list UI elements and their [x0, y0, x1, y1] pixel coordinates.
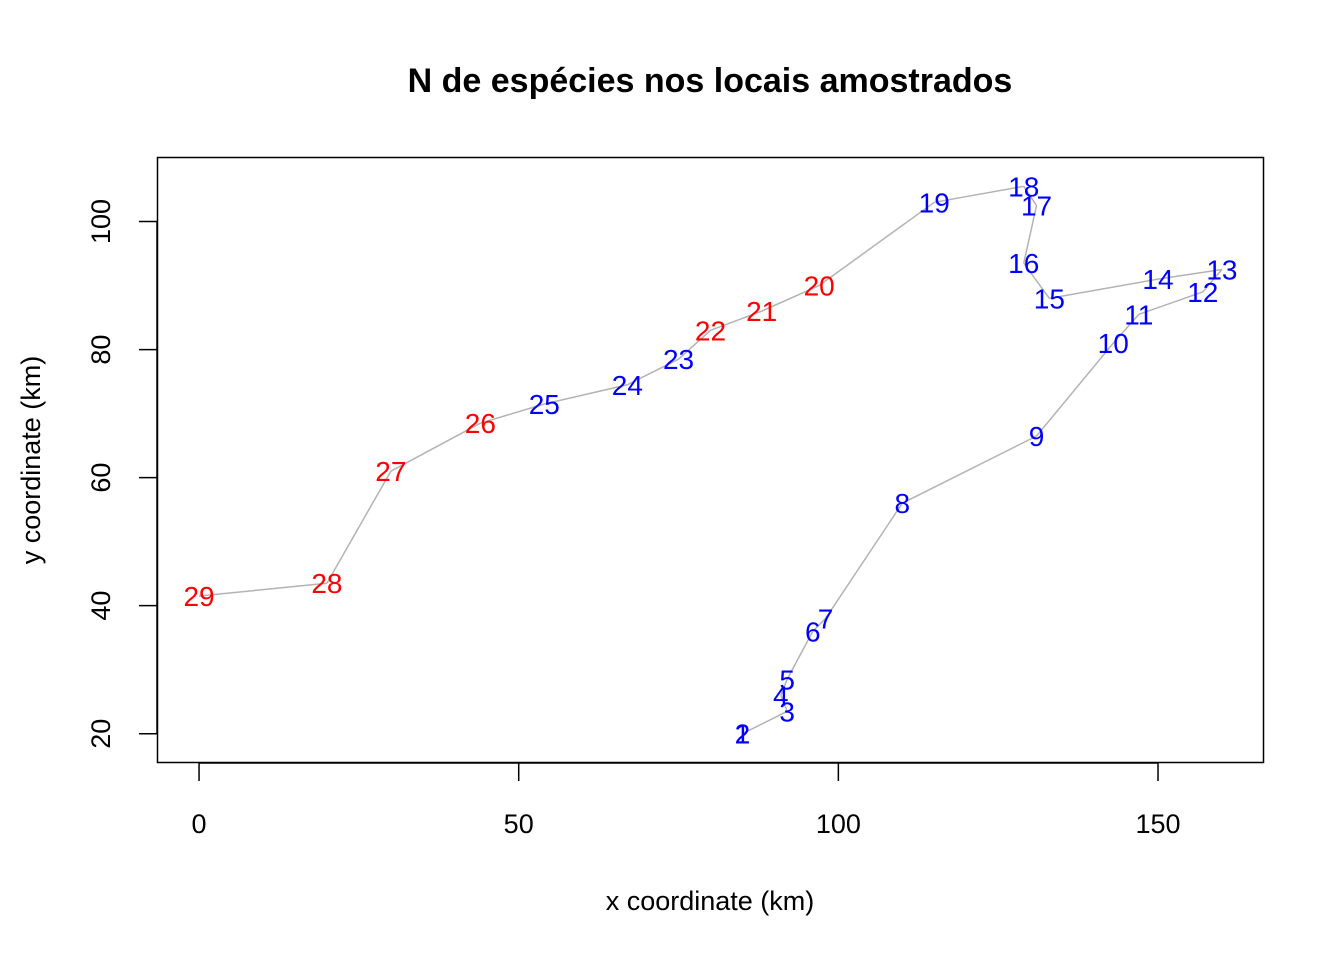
point-label: 13 [1206, 255, 1237, 286]
point-label: 11 [1124, 299, 1153, 330]
point-label: 24 [612, 370, 643, 401]
path-segment [1112, 313, 1140, 344]
point-label: 15 [1034, 283, 1065, 314]
x-tick-label: 150 [1135, 809, 1180, 839]
path-segment [710, 310, 762, 332]
path-segment [1202, 269, 1223, 293]
path-segment [1138, 291, 1204, 316]
y-tick-label: 80 [86, 335, 116, 365]
y-tick-label: 100 [86, 199, 116, 244]
point-label: 29 [183, 581, 214, 612]
point-label: 22 [695, 315, 726, 346]
path-segment [824, 502, 903, 619]
point-label: 19 [919, 187, 950, 218]
path-segment [761, 284, 820, 312]
point-label: 10 [1098, 328, 1129, 359]
path-segment [1023, 262, 1050, 299]
point-label: 5 [779, 664, 795, 695]
x-axis-label: x coordinate (km) [606, 886, 815, 916]
path-segment [1023, 185, 1038, 206]
point-label: 9 [1029, 421, 1045, 452]
point-label: 2 [735, 719, 751, 750]
point-label: 26 [465, 408, 496, 439]
y-axis: 20 40 60 80 100 [86, 199, 158, 749]
path-segment [780, 678, 788, 696]
chart-title: N de espécies nos locais amostrados [408, 62, 1013, 100]
path-segment [901, 435, 1037, 504]
point-label: 12 [1187, 277, 1218, 308]
plot-frame [156, 156, 1265, 764]
point-label: 21 [746, 296, 777, 327]
path-segment [818, 201, 935, 287]
point-label: 27 [375, 456, 406, 487]
path-segment [1157, 268, 1223, 280]
point-label: 8 [895, 488, 911, 519]
x-tick-label: 0 [192, 809, 207, 839]
path-segment [934, 185, 1024, 204]
point-label: 28 [311, 568, 342, 599]
point-label: 6 [805, 616, 821, 647]
y-tick-label: 20 [86, 719, 116, 749]
path-segment [678, 329, 712, 360]
path-layer [198, 185, 1223, 735]
point-label: 14 [1142, 264, 1173, 295]
path-segment [786, 630, 814, 680]
path-segment [326, 470, 392, 584]
path-segment [1049, 278, 1159, 300]
path-segment [1023, 205, 1038, 264]
point-label: 16 [1008, 248, 1039, 279]
point-label: 17 [1021, 191, 1052, 222]
point-label: 23 [663, 344, 694, 375]
path-segment [480, 403, 545, 424]
points-layer: 1234567891011121314151617181920212223242… [183, 171, 1237, 749]
x-axis: 0 50 100 150 [192, 762, 1181, 839]
point-label: 25 [529, 389, 560, 420]
point-label: 1 [735, 719, 751, 750]
y-axis-label: y coordinate (km) [16, 356, 46, 565]
point-label: 18 [1008, 171, 1039, 202]
path-segment [780, 694, 788, 712]
path-segment [390, 422, 481, 472]
point-label: 3 [779, 696, 795, 727]
y-tick-label: 40 [86, 591, 116, 621]
point-label: 20 [804, 271, 835, 302]
point-label: 4 [773, 680, 789, 711]
path-segment [198, 582, 327, 597]
y-tick-label: 60 [86, 463, 116, 493]
path-segment [742, 710, 788, 735]
path-segment [627, 358, 679, 386]
path-segment [1035, 342, 1114, 437]
point-label: 7 [818, 603, 834, 634]
path-segment [812, 617, 827, 632]
x-tick-label: 100 [816, 809, 861, 839]
path-segment [544, 384, 628, 405]
x-tick-label: 50 [504, 809, 534, 839]
